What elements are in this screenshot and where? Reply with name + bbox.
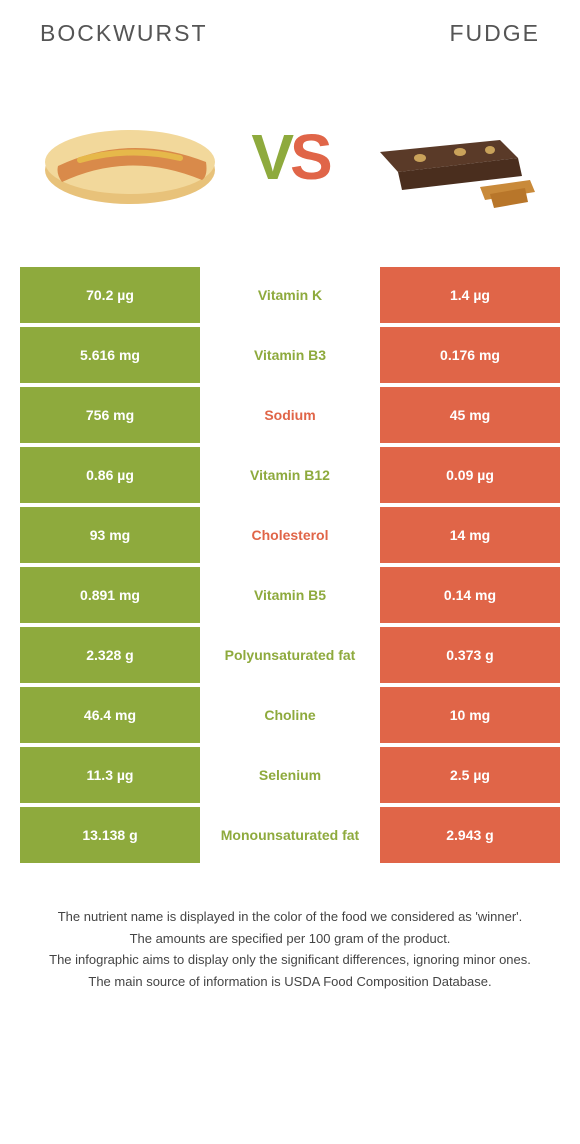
fudge-image [350, 87, 550, 227]
left-value: 11.3 µg [20, 747, 200, 803]
right-value: 0.176 mg [380, 327, 560, 383]
left-value: 5.616 mg [20, 327, 200, 383]
nutrient-label: Monounsaturated fat [200, 807, 380, 863]
right-value: 2.943 g [380, 807, 560, 863]
left-value: 70.2 µg [20, 267, 200, 323]
comparison-table: 70.2 µgVitamin K1.4 µg5.616 mgVitamin B3… [20, 267, 560, 863]
nutrient-label: Polyunsaturated fat [200, 627, 380, 683]
right-value: 14 mg [380, 507, 560, 563]
nutrient-label: Selenium [200, 747, 380, 803]
footer-line-2: The amounts are specified per 100 gram o… [40, 929, 540, 949]
right-food-title: FUDGE [450, 20, 541, 47]
table-row: 2.328 gPolyunsaturated fat0.373 g [20, 627, 560, 683]
table-row: 0.891 mgVitamin B50.14 mg [20, 567, 560, 623]
nutrient-label: Choline [200, 687, 380, 743]
nutrient-label: Vitamin B3 [200, 327, 380, 383]
footer-notes: The nutrient name is displayed in the co… [20, 867, 560, 991]
images-row: VS [20, 77, 560, 267]
footer-line-3: The infographic aims to display only the… [40, 950, 540, 970]
vs-s: S [290, 121, 329, 193]
footer-line-1: The nutrient name is displayed in the co… [40, 907, 540, 927]
vs-label: VS [251, 120, 328, 194]
left-value: 756 mg [20, 387, 200, 443]
bockwurst-image [30, 87, 230, 227]
table-row: 13.138 gMonounsaturated fat2.943 g [20, 807, 560, 863]
table-row: 70.2 µgVitamin K1.4 µg [20, 267, 560, 323]
left-value: 0.891 mg [20, 567, 200, 623]
left-value: 13.138 g [20, 807, 200, 863]
left-food-title: BOCKWURST [40, 20, 208, 47]
right-value: 0.09 µg [380, 447, 560, 503]
table-row: 756 mgSodium45 mg [20, 387, 560, 443]
right-value: 2.5 µg [380, 747, 560, 803]
table-row: 11.3 µgSelenium2.5 µg [20, 747, 560, 803]
nutrient-label: Vitamin B12 [200, 447, 380, 503]
left-value: 0.86 µg [20, 447, 200, 503]
table-row: 0.86 µgVitamin B120.09 µg [20, 447, 560, 503]
right-value: 0.14 mg [380, 567, 560, 623]
table-row: 93 mgCholesterol14 mg [20, 507, 560, 563]
nutrient-label: Cholesterol [200, 507, 380, 563]
left-value: 93 mg [20, 507, 200, 563]
right-value: 45 mg [380, 387, 560, 443]
nutrient-label: Vitamin K [200, 267, 380, 323]
footer-line-4: The main source of information is USDA F… [40, 972, 540, 992]
table-row: 46.4 mgCholine10 mg [20, 687, 560, 743]
vs-v: V [251, 121, 290, 193]
nutrient-label: Sodium [200, 387, 380, 443]
right-value: 1.4 µg [380, 267, 560, 323]
header: BOCKWURST FUDGE [20, 20, 560, 77]
left-value: 46.4 mg [20, 687, 200, 743]
left-value: 2.328 g [20, 627, 200, 683]
nutrient-label: Vitamin B5 [200, 567, 380, 623]
right-value: 10 mg [380, 687, 560, 743]
right-value: 0.373 g [380, 627, 560, 683]
table-row: 5.616 mgVitamin B30.176 mg [20, 327, 560, 383]
